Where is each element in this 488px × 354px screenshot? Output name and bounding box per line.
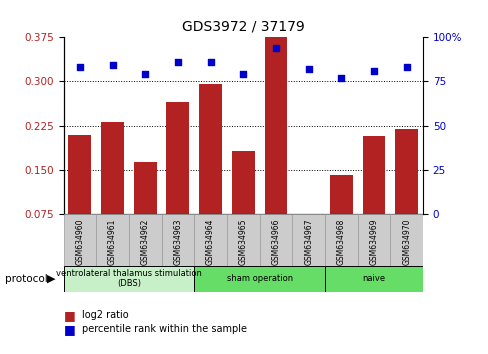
Point [141, 72, 149, 77]
Bar [101, 121, 124, 214]
Bar [297, 214, 320, 218]
Bar [231, 151, 254, 214]
Title: GDS3972 / 37179: GDS3972 / 37179 [182, 19, 304, 33]
Bar [161, 214, 194, 266]
Point [402, 64, 410, 70]
Bar [129, 214, 161, 266]
Text: percentile rank within the sample: percentile rank within the sample [82, 324, 246, 334]
Text: GSM634963: GSM634963 [173, 218, 182, 265]
Text: GSM634966: GSM634966 [271, 218, 280, 265]
Point [304, 66, 312, 72]
Point [337, 75, 345, 81]
Bar [68, 135, 91, 214]
Text: GSM634960: GSM634960 [75, 218, 84, 265]
Bar [194, 214, 226, 266]
Text: ■: ■ [63, 323, 75, 336]
Text: ■: ■ [63, 309, 75, 321]
Bar [166, 102, 189, 214]
Bar [63, 266, 194, 292]
Bar [264, 37, 287, 214]
Bar [357, 214, 389, 266]
Text: GSM634961: GSM634961 [108, 218, 117, 265]
Point [369, 68, 377, 74]
Point [271, 45, 279, 51]
Bar [325, 266, 422, 292]
Point [206, 59, 214, 65]
Bar [389, 214, 422, 266]
Text: GSM634969: GSM634969 [369, 218, 378, 265]
Bar [199, 84, 222, 214]
Bar [325, 214, 357, 266]
Point [174, 59, 182, 65]
Bar [63, 214, 96, 266]
Text: protocol: protocol [5, 274, 47, 284]
Text: GSM634962: GSM634962 [141, 218, 149, 265]
Text: ▶: ▶ [47, 274, 56, 284]
Bar [329, 175, 352, 214]
Bar [96, 214, 129, 266]
Text: GSM634967: GSM634967 [304, 218, 312, 265]
Bar [362, 136, 385, 214]
Bar [194, 266, 325, 292]
Point [108, 63, 116, 68]
Point [239, 72, 247, 77]
Bar [394, 129, 417, 214]
Text: sham operation: sham operation [226, 274, 292, 283]
Text: GSM634964: GSM634964 [205, 218, 215, 265]
Bar [259, 214, 292, 266]
Text: ventrolateral thalamus stimulation
(DBS): ventrolateral thalamus stimulation (DBS) [56, 269, 202, 289]
Bar [226, 214, 259, 266]
Text: GSM634965: GSM634965 [238, 218, 247, 265]
Text: log2 ratio: log2 ratio [82, 310, 128, 320]
Bar [134, 162, 156, 214]
Point [76, 64, 83, 70]
Text: naive: naive [362, 274, 385, 283]
Text: GSM634970: GSM634970 [401, 218, 410, 265]
Text: GSM634968: GSM634968 [336, 218, 345, 265]
Bar [292, 214, 325, 266]
